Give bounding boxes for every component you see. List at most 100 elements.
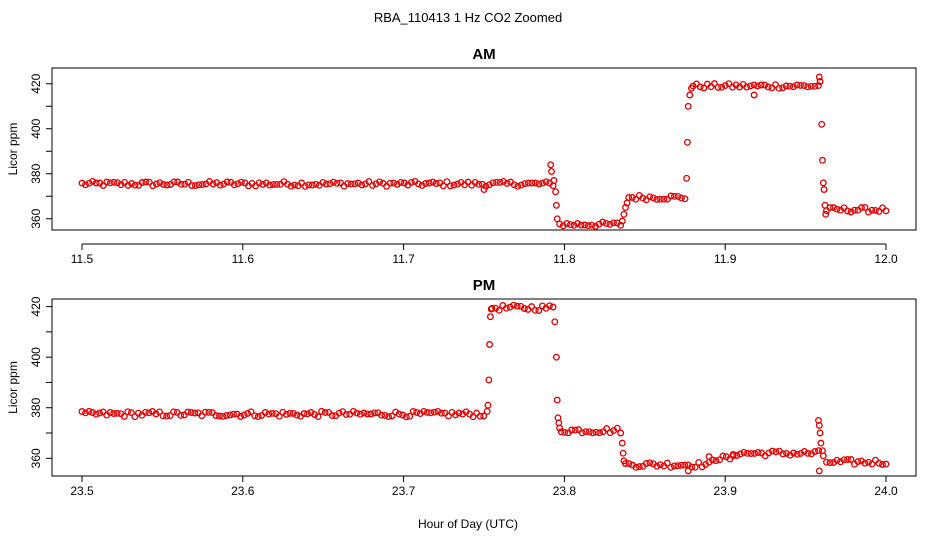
data-point bbox=[177, 180, 185, 188]
data-point bbox=[790, 449, 798, 457]
data-point bbox=[128, 180, 136, 187]
x-tick-label: 11.9 bbox=[714, 252, 737, 266]
data-point bbox=[726, 455, 734, 463]
data-point bbox=[289, 409, 297, 417]
data-point bbox=[858, 204, 865, 212]
data-point bbox=[577, 221, 585, 229]
data-point bbox=[695, 458, 703, 466]
data-point bbox=[378, 411, 385, 419]
data-point bbox=[450, 181, 458, 189]
x-tick-label: 23.7 bbox=[392, 484, 416, 498]
data-point bbox=[772, 81, 779, 89]
data-point bbox=[818, 120, 826, 128]
data-point bbox=[489, 179, 497, 187]
data-point bbox=[740, 448, 748, 456]
data-point bbox=[328, 412, 336, 419]
data-point bbox=[797, 449, 805, 457]
data-point bbox=[216, 181, 224, 189]
data-point bbox=[542, 178, 550, 186]
data-point bbox=[585, 428, 593, 436]
data-point bbox=[847, 208, 855, 216]
data-point bbox=[454, 180, 461, 188]
y-tick-label: 400 bbox=[29, 118, 43, 138]
data-point bbox=[548, 168, 555, 175]
data-point bbox=[568, 426, 576, 434]
x-tick-label: 12.0 bbox=[874, 252, 898, 266]
data-point bbox=[865, 208, 872, 216]
data-point bbox=[110, 178, 118, 186]
data-point bbox=[347, 180, 355, 188]
data-point bbox=[152, 180, 160, 188]
data-point bbox=[750, 91, 758, 99]
data-point bbox=[127, 409, 135, 417]
data-point bbox=[275, 412, 283, 420]
data-point bbox=[312, 180, 320, 188]
data-point bbox=[89, 409, 97, 416]
data-point bbox=[653, 462, 661, 470]
plot-frame bbox=[51, 298, 917, 477]
data-point bbox=[618, 217, 626, 225]
data-point bbox=[768, 447, 776, 455]
data-point bbox=[265, 410, 273, 418]
data-point bbox=[226, 411, 234, 419]
data-point bbox=[663, 459, 671, 467]
data-point bbox=[674, 192, 682, 200]
data-point bbox=[632, 463, 640, 471]
data-point bbox=[131, 413, 139, 421]
data-point bbox=[502, 304, 510, 312]
data-point bbox=[861, 459, 869, 467]
data-point bbox=[103, 178, 111, 186]
data-point bbox=[632, 195, 640, 203]
data-point bbox=[301, 182, 309, 190]
data-point bbox=[371, 409, 378, 417]
data-point bbox=[620, 210, 628, 218]
data-point bbox=[425, 179, 433, 187]
data-point bbox=[660, 195, 668, 203]
y-tick-label: 400 bbox=[29, 347, 43, 367]
data-point bbox=[653, 195, 661, 203]
data-point bbox=[528, 179, 536, 187]
data-point bbox=[649, 194, 657, 202]
data-point bbox=[826, 459, 834, 467]
data-point bbox=[351, 180, 359, 188]
data-point bbox=[177, 411, 185, 419]
data-point bbox=[78, 179, 86, 187]
data-point bbox=[687, 84, 695, 92]
data-point bbox=[865, 458, 872, 466]
data-point bbox=[469, 413, 477, 421]
data-point bbox=[775, 84, 783, 92]
data-point bbox=[82, 409, 89, 417]
data-point bbox=[282, 410, 290, 418]
data-point bbox=[610, 219, 617, 227]
data-point bbox=[390, 179, 398, 187]
data-point bbox=[656, 195, 664, 203]
figure-title: RBA_110413 1 Hz CO2 Zoomed bbox=[374, 10, 562, 25]
data-point bbox=[385, 413, 393, 421]
data-point bbox=[772, 448, 780, 456]
data-point bbox=[319, 178, 327, 186]
data-point bbox=[729, 450, 737, 458]
data-points bbox=[78, 301, 890, 475]
data-point bbox=[819, 452, 827, 460]
data-point bbox=[820, 186, 828, 193]
data-point bbox=[286, 409, 294, 417]
data-point bbox=[531, 179, 539, 187]
data-point bbox=[743, 449, 751, 457]
data-point bbox=[779, 84, 787, 92]
y-tick-label: 380 bbox=[29, 163, 43, 183]
data-point bbox=[215, 412, 223, 420]
y-axis-label: Licor ppm bbox=[6, 123, 20, 176]
data-point bbox=[677, 461, 685, 469]
data-point bbox=[287, 182, 295, 190]
data-point bbox=[574, 220, 581, 227]
data-point bbox=[399, 411, 407, 419]
data-point bbox=[837, 458, 844, 466]
data-point bbox=[113, 409, 121, 417]
data-point bbox=[219, 412, 227, 420]
data-point bbox=[106, 409, 114, 416]
data-point bbox=[686, 91, 694, 99]
data-point bbox=[872, 206, 879, 214]
data-point bbox=[495, 306, 503, 314]
data-point bbox=[247, 408, 255, 416]
data-point bbox=[819, 156, 826, 164]
